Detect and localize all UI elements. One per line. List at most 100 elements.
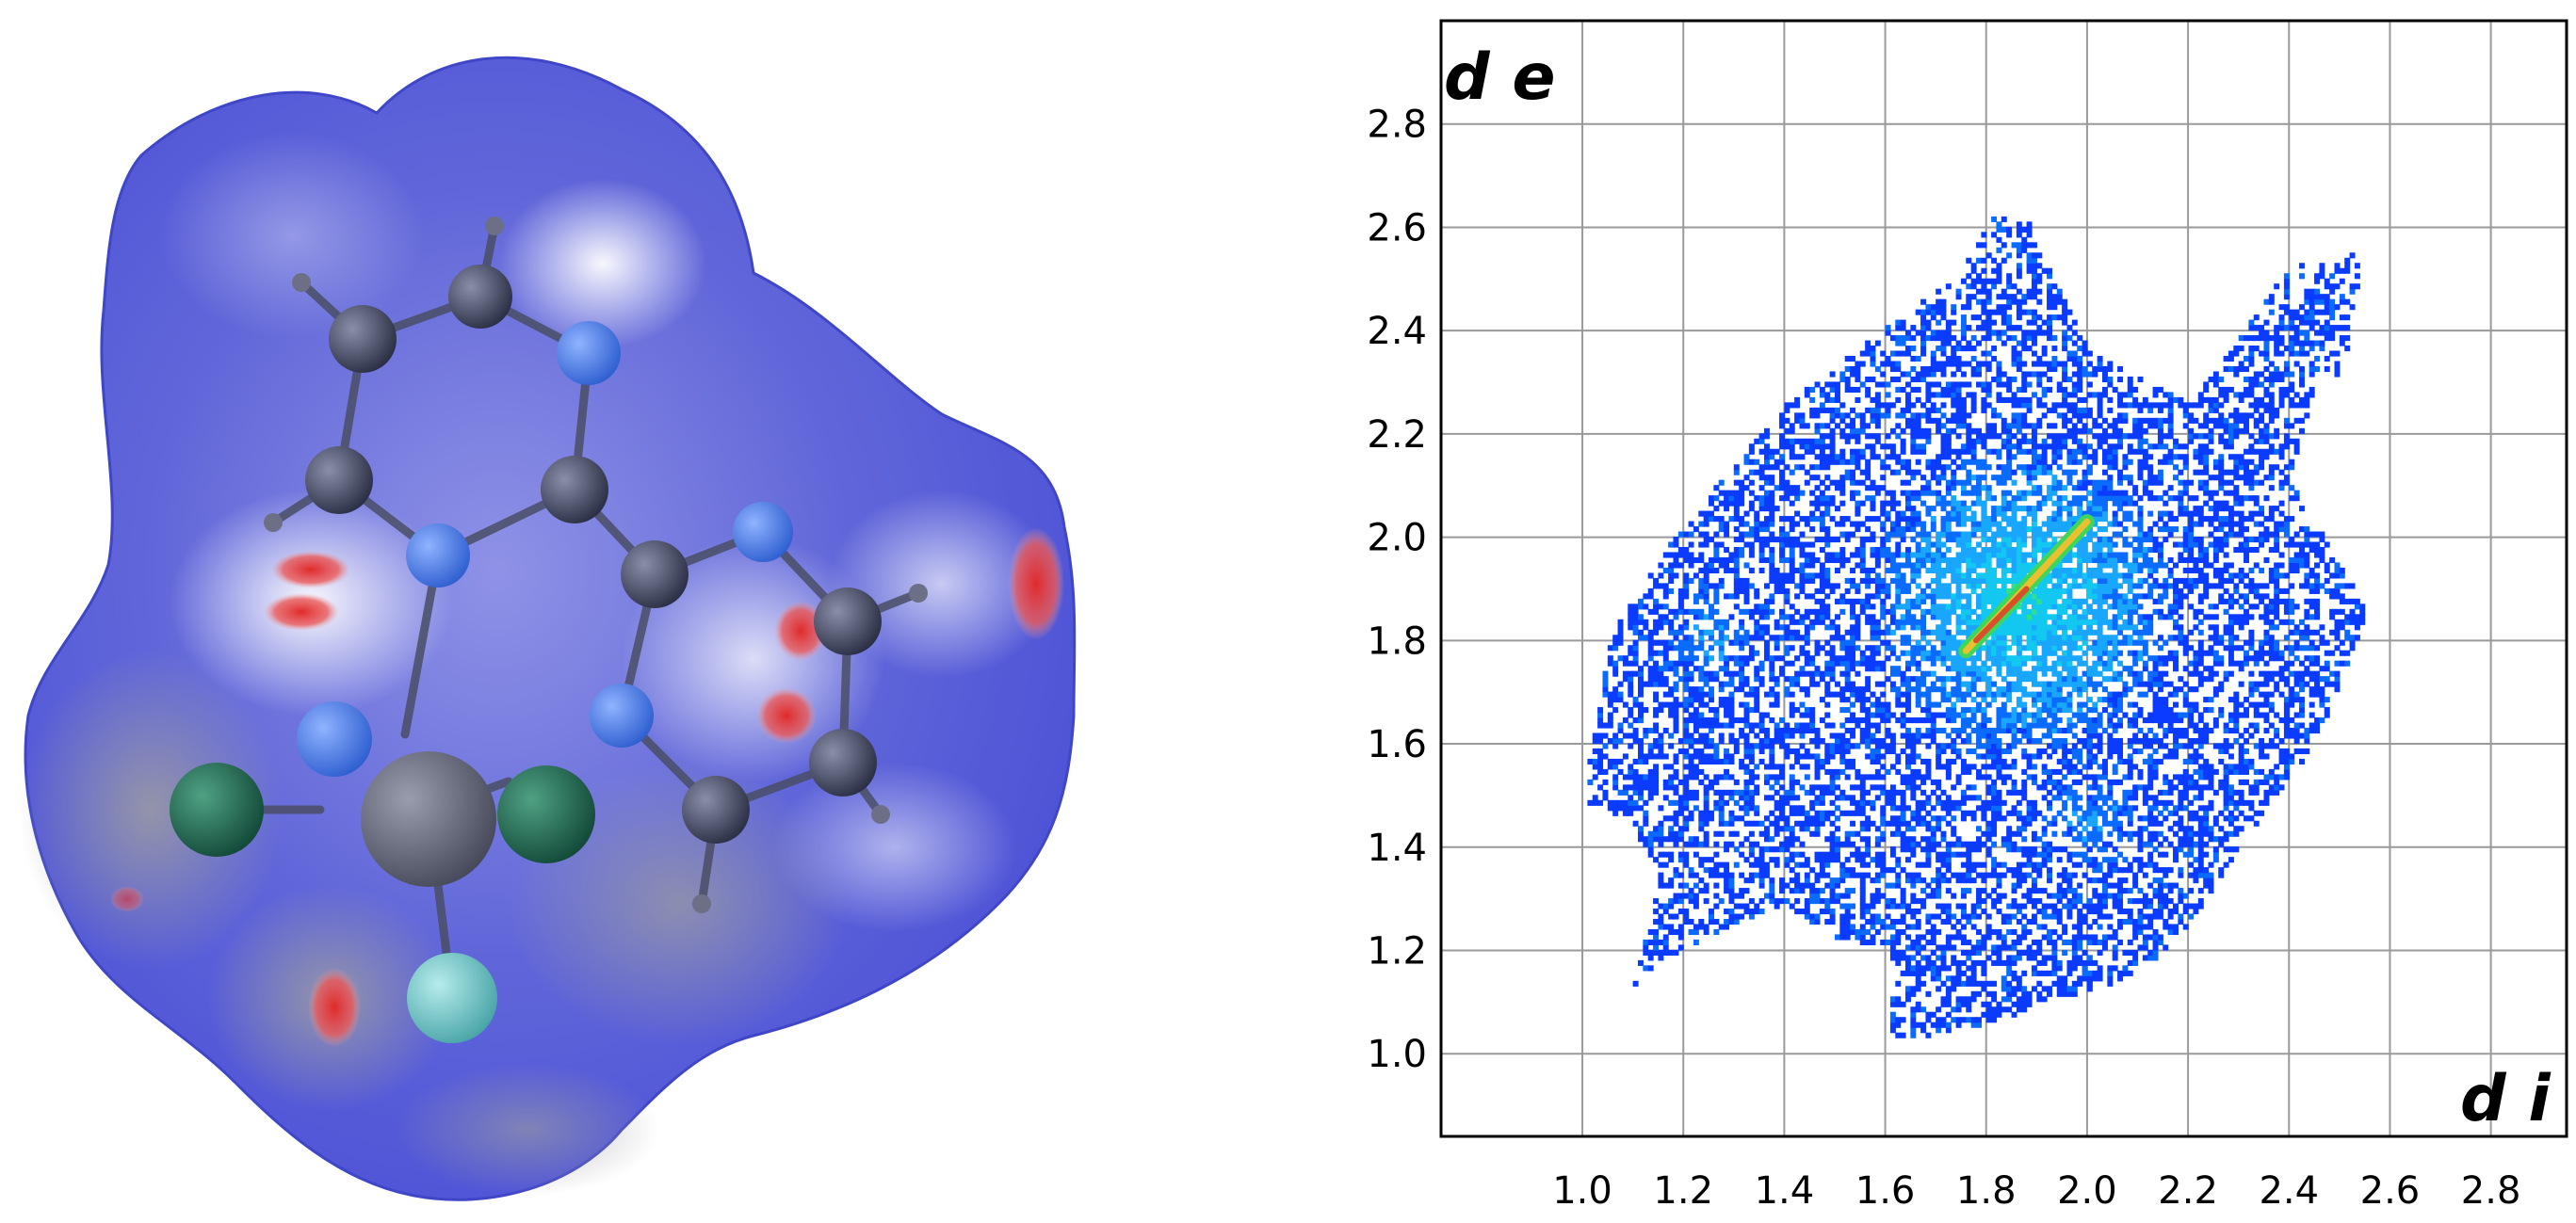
fingerprint-cell xyxy=(1976,577,1982,584)
fingerprint-cell xyxy=(1748,707,1755,714)
fingerprint-cell xyxy=(1784,820,1790,827)
fingerprint-cell xyxy=(1991,691,1998,698)
fingerprint-cell xyxy=(1804,861,1810,868)
fingerprint-cell xyxy=(1748,691,1755,698)
fingerprint-cell xyxy=(1981,278,1987,284)
fingerprint-cell xyxy=(1915,510,1921,517)
fingerprint-cell xyxy=(1748,490,1755,496)
fingerprint-cell xyxy=(1668,949,1675,956)
fingerprint-cell xyxy=(1870,361,1876,367)
fingerprint-cell xyxy=(1632,980,1639,987)
fingerprint-cell xyxy=(1940,949,1947,956)
fingerprint-cell xyxy=(1779,433,1785,440)
fingerprint-cell xyxy=(1834,774,1840,780)
fingerprint-cell xyxy=(1758,552,1765,558)
fingerprint-cell xyxy=(2026,764,2033,770)
fingerprint-cell xyxy=(1945,485,1952,491)
fingerprint-cell xyxy=(1789,774,1795,780)
fingerprint-cell xyxy=(1936,546,1942,554)
fingerprint-cell xyxy=(1970,996,1977,1003)
fingerprint-cell xyxy=(1733,572,1740,579)
fingerprint-cell xyxy=(1688,810,1694,816)
fingerprint-cell xyxy=(1925,396,1932,403)
fingerprint-cell xyxy=(2016,304,2022,311)
fingerprint-cell xyxy=(1976,371,1982,378)
fingerprint-cell xyxy=(1743,857,1750,863)
fingerprint-cell xyxy=(1607,764,1613,770)
fingerprint-cell xyxy=(1991,346,1998,352)
fingerprint-cell xyxy=(1713,805,1720,812)
fingerprint-cell xyxy=(1602,789,1609,796)
fingerprint-cell xyxy=(1758,546,1765,554)
fingerprint-cell xyxy=(1698,639,1705,646)
fingerprint-cell xyxy=(1880,510,1887,517)
fingerprint-cell xyxy=(1724,712,1730,718)
fingerprint-cell xyxy=(1673,830,1679,837)
fingerprint-cell xyxy=(1855,546,1861,554)
fingerprint-cell xyxy=(2011,913,2017,920)
fingerprint-cell xyxy=(1754,469,1760,475)
fingerprint-cell xyxy=(1647,639,1654,646)
fingerprint-cell xyxy=(1839,521,1846,527)
fingerprint-cell xyxy=(1688,676,1694,683)
fingerprint-cell xyxy=(1799,666,1806,672)
fingerprint-cell xyxy=(1784,624,1790,631)
fingerprint-cell xyxy=(2021,298,2028,305)
fingerprint-cell xyxy=(1743,737,1750,745)
fingerprint-cell xyxy=(1936,608,1942,615)
fingerprint-cell xyxy=(1880,371,1887,378)
fingerprint-cell xyxy=(1677,857,1684,863)
fingerprint-cell xyxy=(1936,459,1942,465)
fingerprint-cell xyxy=(1809,888,1816,894)
fingerprint-cell xyxy=(1855,412,1861,419)
fingerprint-cell xyxy=(1834,386,1840,393)
fingerprint-cell xyxy=(1733,567,1740,574)
fingerprint-cell xyxy=(1905,737,1911,745)
fingerprint-cell xyxy=(1920,1022,1927,1028)
fingerprint-cell xyxy=(1724,666,1730,672)
fingerprint-cell xyxy=(1885,490,1891,496)
fingerprint-cell xyxy=(1693,655,1699,662)
fingerprint-cell xyxy=(1870,660,1876,667)
fingerprint-cell xyxy=(2021,789,2028,796)
fingerprint-cell xyxy=(1945,417,1952,424)
fingerprint-cell xyxy=(1970,314,1977,321)
fingerprint-cell xyxy=(1905,955,1911,961)
fingerprint-cell xyxy=(1850,448,1856,455)
fingerprint-cell xyxy=(1829,386,1836,393)
fingerprint-cell xyxy=(1819,737,1825,745)
fingerprint-cell xyxy=(1733,552,1740,558)
fingerprint-cell xyxy=(1930,567,1936,574)
fingerprint-cell xyxy=(1855,427,1861,434)
fingerprint-cell xyxy=(1739,495,1745,502)
fingerprint-cell xyxy=(2021,516,2028,523)
fingerprint-cell xyxy=(1985,546,1992,554)
fingerprint-cell xyxy=(1910,872,1917,878)
fingerprint-cell xyxy=(1936,676,1942,683)
fingerprint-cell xyxy=(1709,583,1714,589)
fingerprint-cell xyxy=(1824,753,1831,760)
fingerprint-cell xyxy=(1895,350,1902,357)
fingerprint-cell xyxy=(1763,464,1770,471)
fingerprint-cell xyxy=(1850,732,1856,739)
fingerprint-cell xyxy=(1981,396,1987,403)
fingerprint-cell xyxy=(1895,376,1902,383)
fingerprint-cell xyxy=(1789,443,1795,450)
fingerprint-cell xyxy=(2006,278,2013,284)
fingerprint-cell xyxy=(2026,737,2033,745)
fingerprint-cell xyxy=(1718,666,1725,672)
fingerprint-cell xyxy=(1920,593,1927,600)
fingerprint-cell xyxy=(1955,355,1962,362)
fingerprint-cell xyxy=(1930,556,1936,564)
fingerprint-cell xyxy=(1789,454,1795,460)
fingerprint-cell xyxy=(1910,376,1917,383)
fingerprint-cell xyxy=(1870,691,1876,698)
fingerprint-cell xyxy=(1834,624,1840,631)
fingerprint-cell xyxy=(1647,795,1654,801)
fingerprint-cell xyxy=(1703,784,1709,791)
fingerprint-cell xyxy=(1824,552,1831,558)
fingerprint-cell xyxy=(1724,624,1730,631)
fingerprint-cell xyxy=(1834,681,1840,687)
fingerprint-cell xyxy=(1769,701,1775,708)
fingerprint-cell xyxy=(1724,546,1730,554)
